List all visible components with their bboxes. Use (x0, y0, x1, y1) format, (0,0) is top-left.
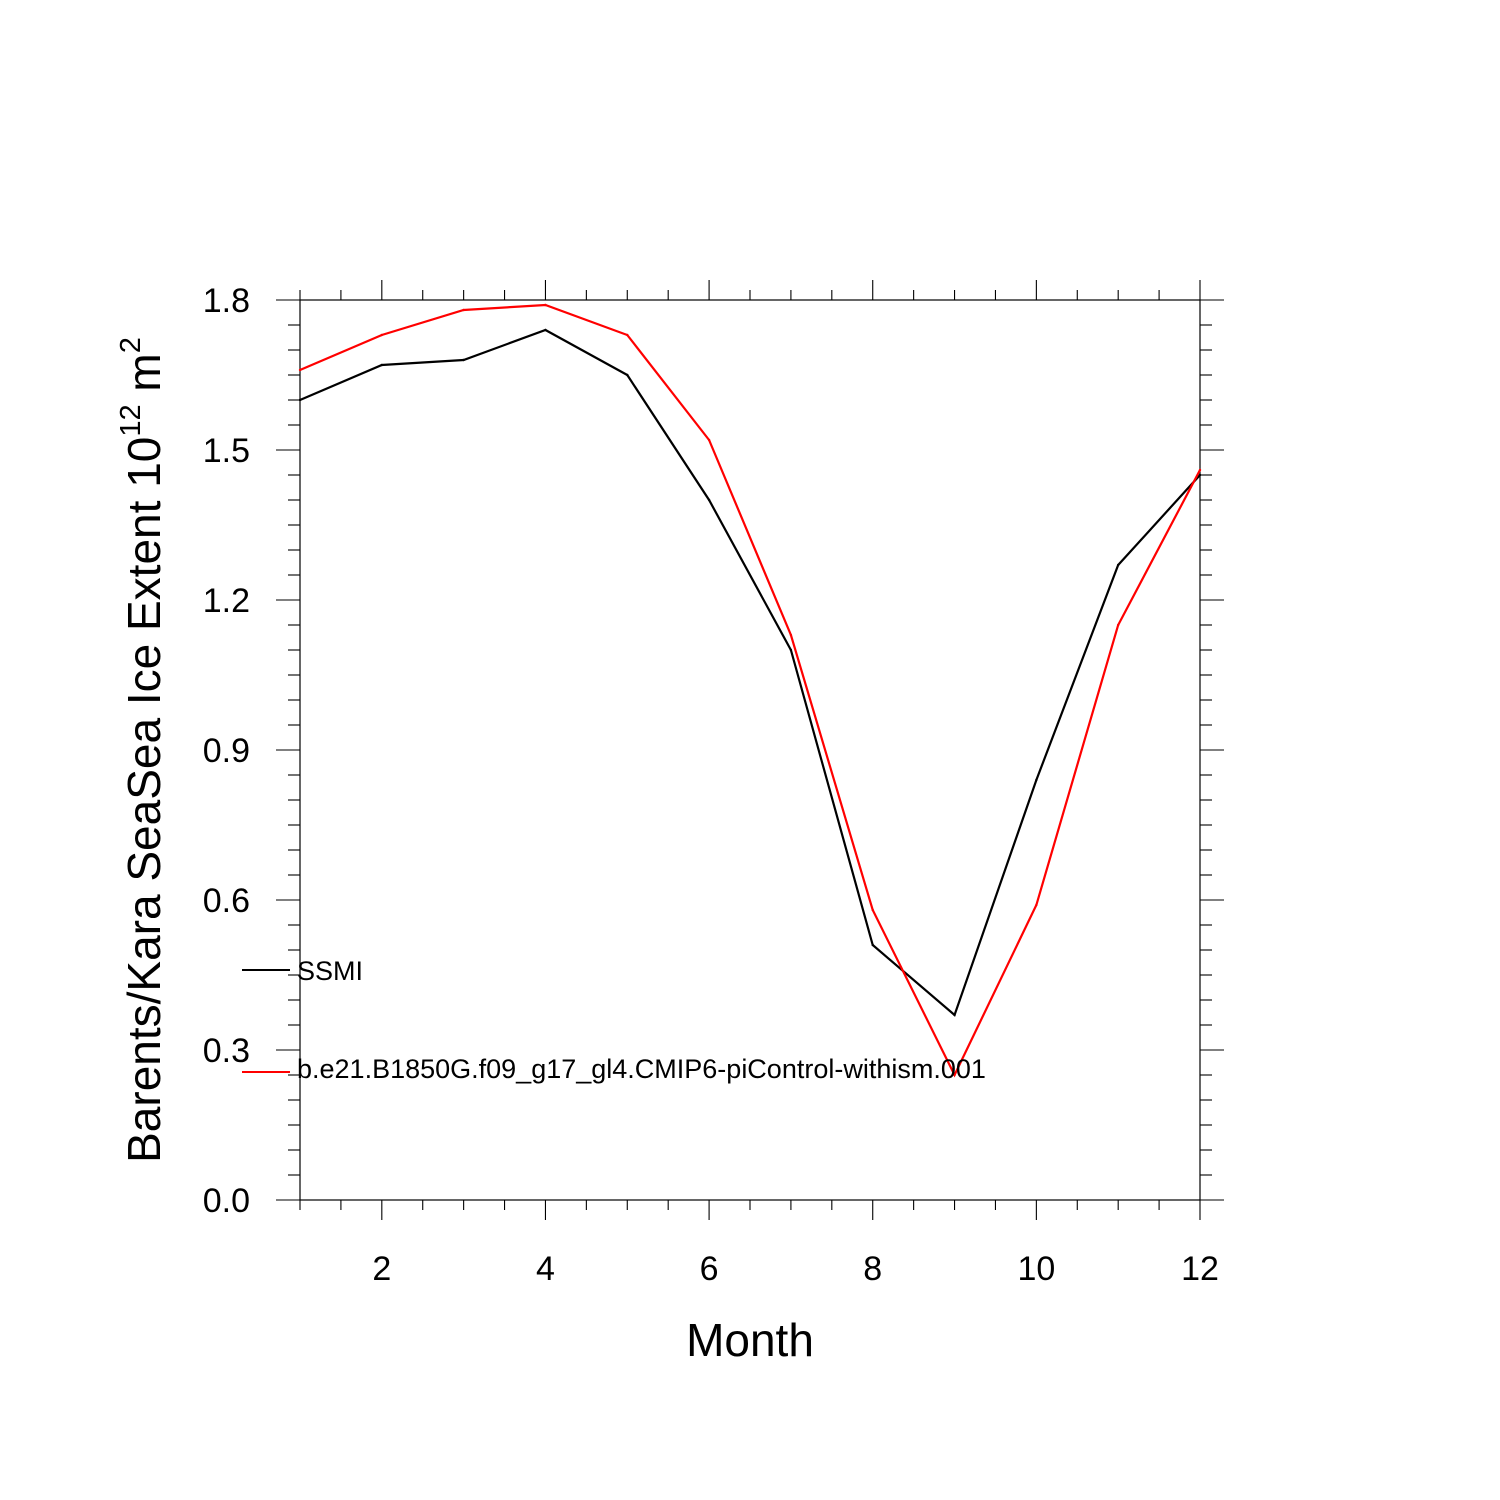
model-point (298, 368, 302, 372)
model-point (544, 303, 547, 307)
series-lines (298, 303, 1202, 1078)
x-tick-label: 6 (700, 1250, 719, 1288)
y-tick-label: 0.0 (203, 1182, 250, 1220)
ssmi-point (953, 1013, 956, 1017)
model-point (871, 908, 874, 912)
model-point (707, 438, 711, 442)
ssmi-point (298, 398, 302, 402)
series-line-ssmi (299, 328, 1201, 1017)
y-tick-label: 0.6 (203, 882, 250, 920)
x-axis-title: Month (686, 1314, 814, 1366)
model-point (953, 1073, 956, 1077)
ssmi-point (380, 363, 384, 367)
ssmi-point (1116, 563, 1120, 567)
x-tick-label: 2 (372, 1250, 391, 1288)
model-point (626, 333, 629, 337)
y-tick-label: 0.9 (203, 732, 250, 770)
x-tick-label: 10 (1017, 1250, 1055, 1288)
legend: SSMI b.e21.B1850G.f09_g17_gl4.CMIP6-piCo… (242, 956, 986, 1084)
svg-text:Barents/Kara SeaSea Ice Extent: Barents/Kara SeaSea Ice Extent 1012 m2 (115, 337, 170, 1163)
y-axis-title-exponent: 12 (115, 404, 147, 436)
y-axis-title-unit: m (118, 353, 170, 404)
ssmi-point (544, 328, 547, 332)
x-tick-label: 4 (536, 1250, 555, 1288)
model-point (1198, 468, 1202, 472)
x-tick-label: 12 (1181, 1250, 1219, 1288)
ssmi-point (1198, 473, 1202, 477)
legend-label-model: b.e21.B1850G.f09_g17_gl4.CMIP6-piControl… (297, 1054, 986, 1084)
ssmi-point (462, 358, 465, 362)
ssmi-point (707, 498, 711, 502)
model-point (789, 633, 793, 637)
y-tick-label: 0.3 (203, 1032, 250, 1070)
x-tick-label: 8 (863, 1250, 882, 1288)
y-tick-label: 1.8 (203, 282, 250, 320)
model-point (1116, 623, 1120, 627)
y-axis-title: Barents/Kara SeaSea Ice Extent 1012 m2 (115, 337, 170, 1163)
model-point (1035, 903, 1038, 907)
y-tick-label: 1.5 (203, 432, 250, 470)
ssmi-point (1035, 778, 1038, 782)
y-axis-title-main: Barents/Kara SeaSea Ice Extent 10 (118, 437, 170, 1163)
legend-label-ssmi: SSMI (297, 956, 363, 986)
model-point (380, 333, 384, 337)
ssmi-point (789, 648, 793, 652)
series-line-model (299, 303, 1201, 1078)
axis-ticks (276, 280, 1224, 1220)
y-tick-label: 1.2 (203, 582, 250, 620)
y-axis-title-unit-exponent: 2 (115, 337, 147, 353)
axis-tick-labels: 2 4 6 8 10 12 0.0 0.3 0.6 0.9 1.2 1.5 1.8 (203, 282, 1219, 1288)
ssmi-point (871, 943, 874, 947)
ssmi-point (626, 373, 629, 377)
model-point (462, 308, 465, 312)
